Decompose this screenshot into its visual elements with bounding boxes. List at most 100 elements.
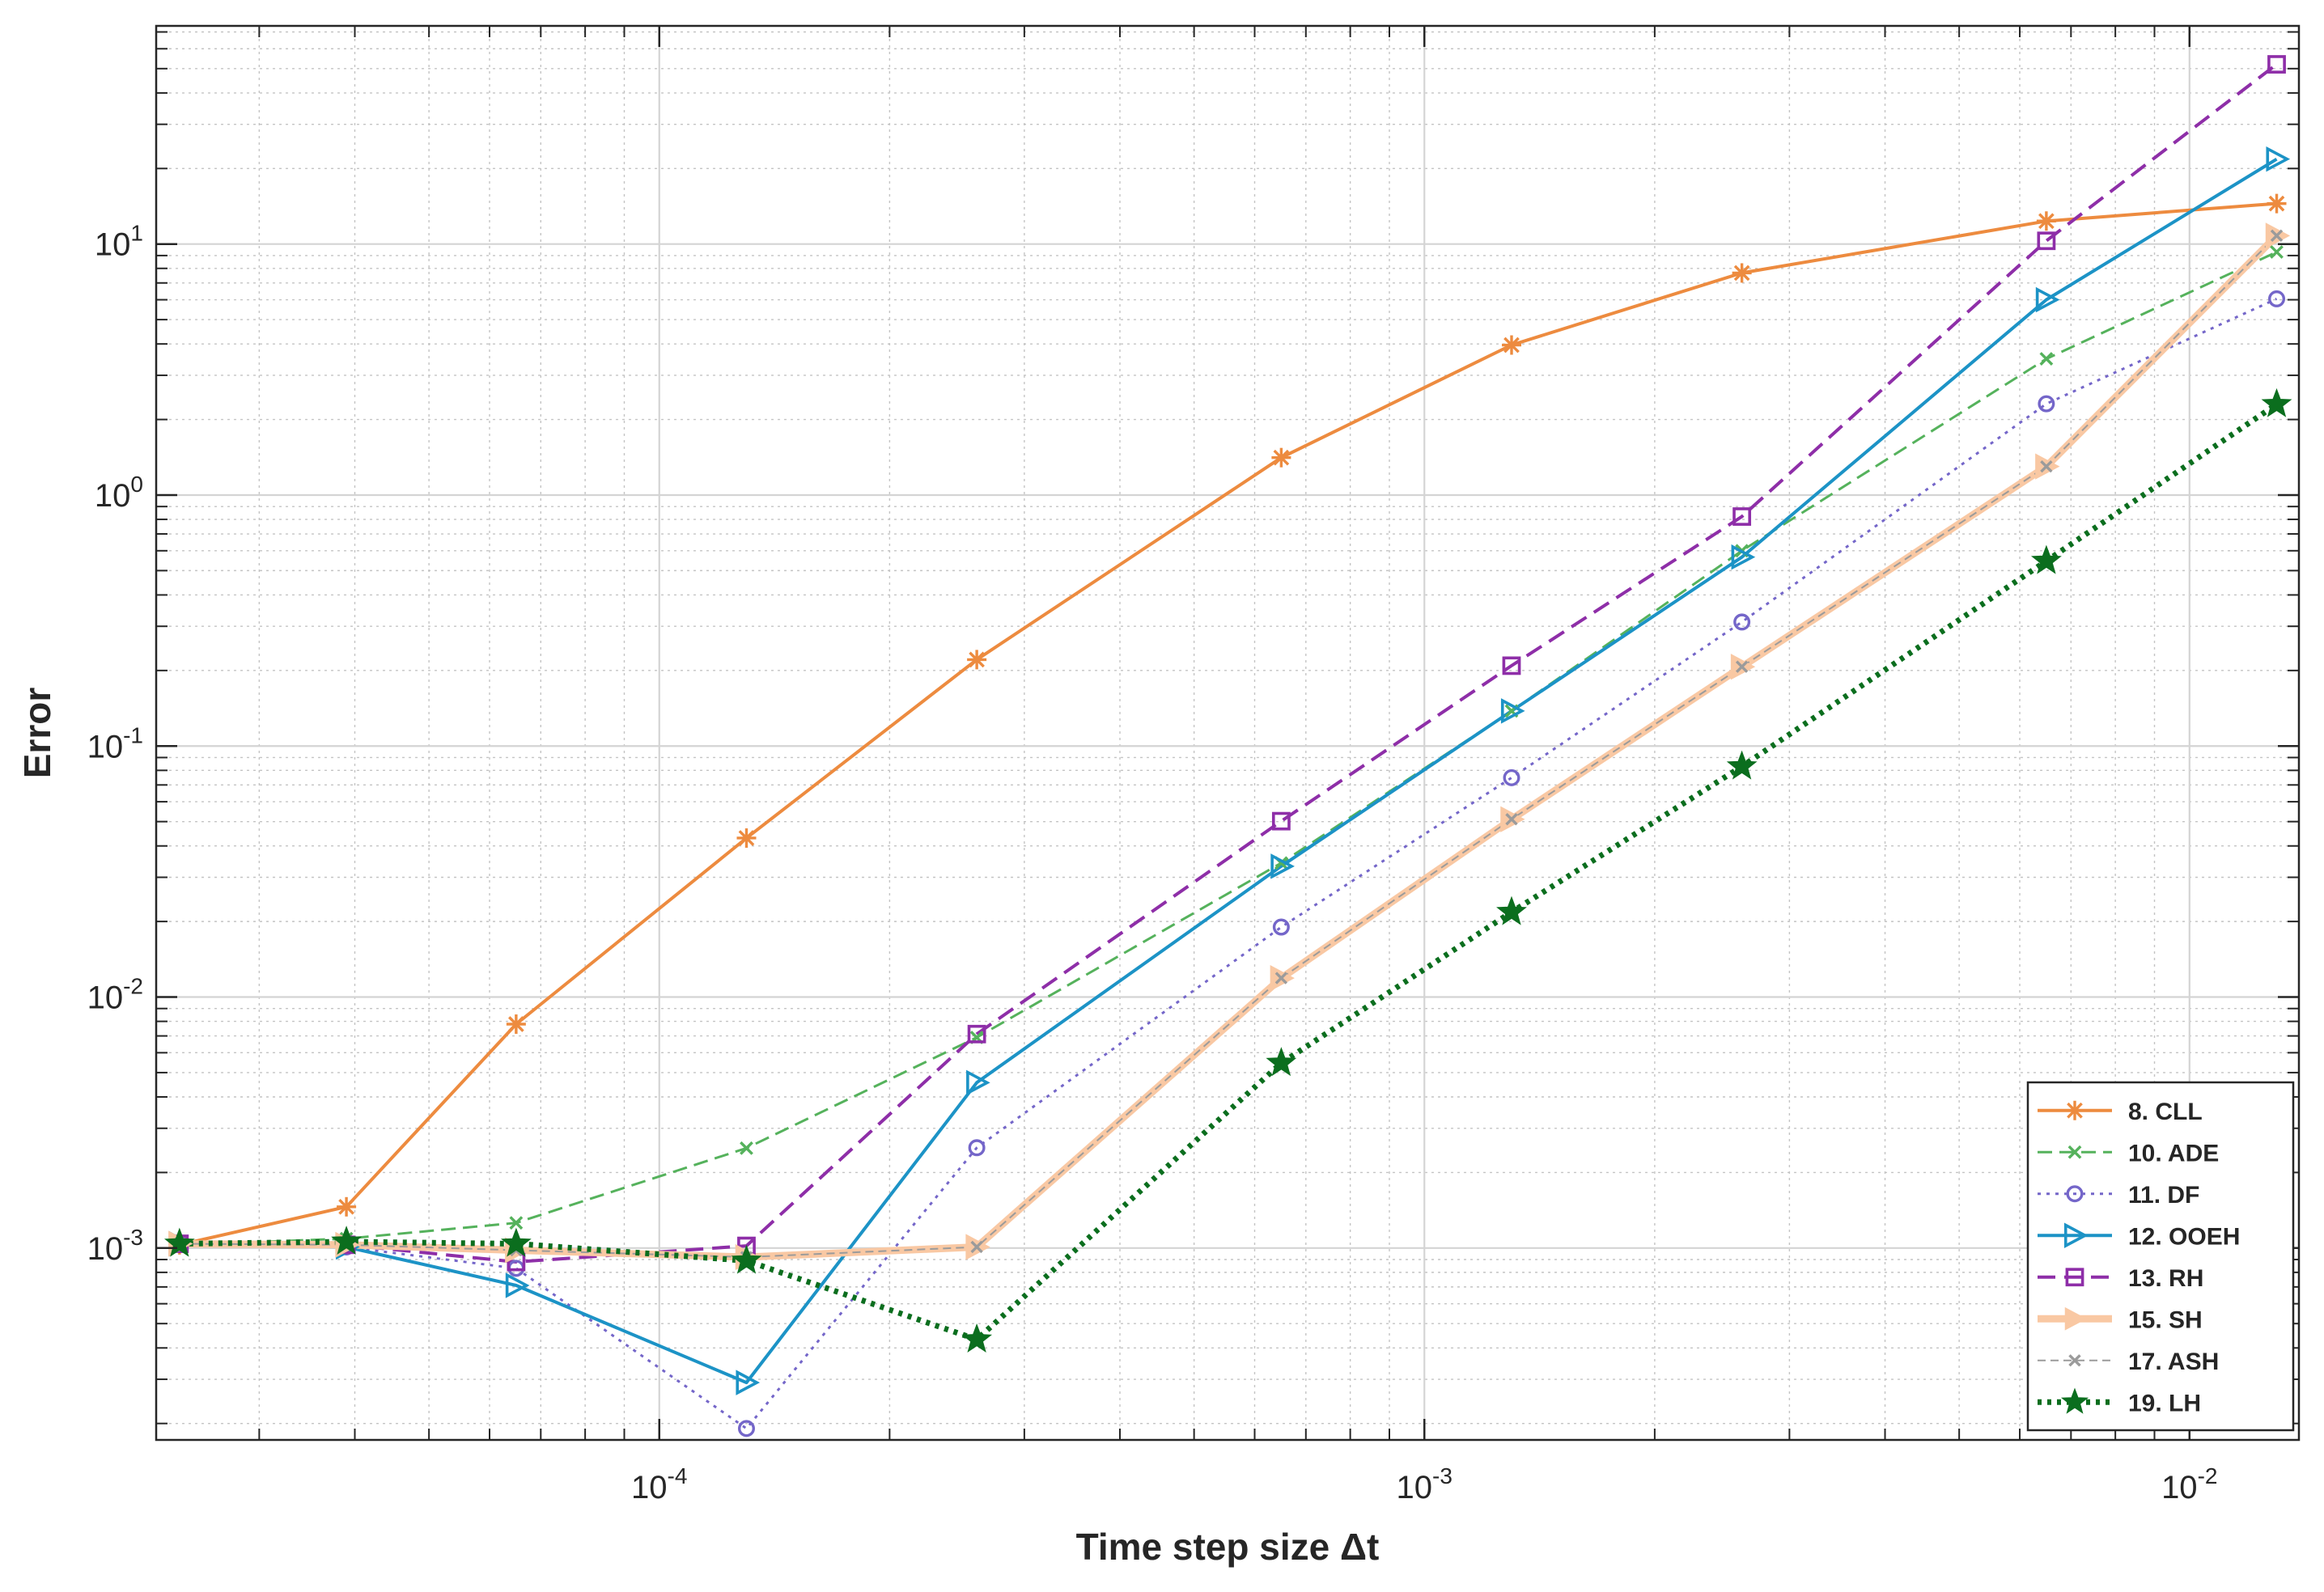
legend-marker <box>2065 1100 2084 1120</box>
series-2-point <box>1733 613 1751 631</box>
marker-stroke <box>970 1240 983 1254</box>
series-2-point <box>968 1139 986 1157</box>
legend-box <box>2026 1081 2295 1432</box>
series-2-point <box>1272 918 1290 936</box>
series-7-point <box>1496 896 1527 925</box>
y-tick-label: 10-3 <box>87 1225 143 1267</box>
legend-entry-label: 12. OOEH <box>2128 1223 2240 1250</box>
series-2-point <box>1503 768 1520 786</box>
legend-marker <box>2063 1222 2089 1248</box>
series-7-point <box>2030 544 2062 574</box>
legend-entry-label: 10. ADE <box>2128 1140 2219 1166</box>
plot-area <box>156 26 2299 1440</box>
series-0-point <box>736 828 757 848</box>
series-7-point <box>164 1227 195 1257</box>
plot-frame <box>155 24 2301 1442</box>
marker-stroke <box>1735 660 1749 673</box>
series-4-point <box>2267 55 2286 74</box>
series-line-3 <box>179 157 2278 1385</box>
series-3-point <box>1500 698 1525 724</box>
series-3-point <box>2266 146 2291 172</box>
legend-entry-label: 13. RH <box>2128 1265 2203 1292</box>
series-0-point <box>2267 193 2287 214</box>
series-line-6 <box>179 235 2278 1258</box>
series-3-point <box>505 1272 530 1298</box>
series-line-4 <box>179 62 2278 1264</box>
x-tick-label: 10-2 <box>2161 1463 2217 1505</box>
series-7-point <box>2261 387 2292 417</box>
series-3-point <box>1270 853 1295 879</box>
series-2-point <box>2268 290 2286 307</box>
marker-stroke <box>1274 856 1288 870</box>
series-line-0 <box>179 201 2277 1247</box>
marker-stroke <box>2067 1102 2083 1119</box>
series-4-point <box>1732 507 1752 526</box>
series-7-point <box>731 1244 762 1274</box>
series-line-7 <box>179 401 2279 1343</box>
series-markers <box>164 55 2292 1437</box>
series-4-point <box>967 1024 986 1044</box>
y-tick-label: 10-2 <box>87 974 143 1016</box>
marker-stroke <box>969 651 985 668</box>
series-6-point <box>2040 459 2053 473</box>
series-0-point <box>337 1196 357 1217</box>
series-7-point <box>1266 1047 1297 1077</box>
y-axis-label: Error <box>16 688 58 779</box>
series-0-point <box>1501 335 1521 355</box>
series-line-1 <box>179 251 2278 1247</box>
series-6-point <box>1274 972 1288 984</box>
series-6-point <box>1735 660 1749 673</box>
legend-marker <box>2068 1354 2081 1367</box>
marker-stroke <box>2067 1145 2082 1159</box>
marker-stroke <box>1273 449 1290 466</box>
legend-entry-label: 11. DF <box>2128 1182 2199 1209</box>
y-tick-label: 101 <box>95 221 143 263</box>
series-6-point <box>1505 813 1518 826</box>
marker-stroke <box>2270 229 2284 243</box>
series-4-point <box>2037 231 2056 251</box>
legend-marker <box>2065 1268 2084 1287</box>
x-tick-label: 10-3 <box>1397 1463 1452 1505</box>
marker-stroke <box>2039 352 2054 366</box>
series-1-point <box>509 1216 524 1230</box>
series-7-point <box>331 1226 363 1255</box>
series-lines <box>179 62 2279 1430</box>
series-6-point <box>2270 229 2284 243</box>
marker-stroke <box>338 1198 354 1215</box>
marker-stroke <box>2268 195 2285 212</box>
series-3-point <box>1731 544 1756 570</box>
marker-stroke <box>509 1216 524 1230</box>
marker-stroke <box>2040 459 2053 473</box>
series-2-point <box>2038 395 2055 413</box>
series-7-point <box>1726 750 1758 780</box>
series-0-point <box>506 1014 526 1035</box>
legend-entry-label: 15. SH <box>2128 1306 2203 1333</box>
series-3-point <box>966 1069 990 1096</box>
marker-stroke <box>1274 972 1288 984</box>
marker-stroke <box>2068 1354 2081 1367</box>
series-1-point <box>2270 245 2284 259</box>
legend-entry-label: 17. ASH <box>2128 1349 2219 1375</box>
series-3-point <box>736 1370 761 1395</box>
marker-stroke <box>738 830 755 846</box>
legend-marker <box>2064 1306 2087 1331</box>
series-3-point <box>2035 286 2060 313</box>
legend-entry-label: 8. CLL <box>2128 1099 2203 1125</box>
series-4-point <box>1271 811 1291 831</box>
x-tick-labels: 10-4 10-3 10-2 <box>631 1463 2217 1505</box>
x-axis-label: Time step size Δt <box>1076 1526 1380 1568</box>
legend-marker <box>2060 1387 2089 1414</box>
marker-stroke <box>740 1141 753 1155</box>
series-1-point <box>740 1141 753 1155</box>
x-tick-label: 10-4 <box>631 1463 687 1505</box>
series-4-point <box>1502 656 1521 675</box>
marker-stroke <box>2270 245 2284 259</box>
series-0-point <box>2036 211 2056 231</box>
y-tick-label: 100 <box>95 472 143 514</box>
series-1-point <box>2039 352 2054 366</box>
marker-stroke <box>508 1016 524 1032</box>
legend: 8. CLL 10. ADE 11. DF 12. OOEH 13. RH 15. SH 1… <box>2026 1081 2295 1432</box>
marker-stroke <box>1505 813 1518 826</box>
legend-entry-label: 19. LH <box>2128 1390 2201 1416</box>
